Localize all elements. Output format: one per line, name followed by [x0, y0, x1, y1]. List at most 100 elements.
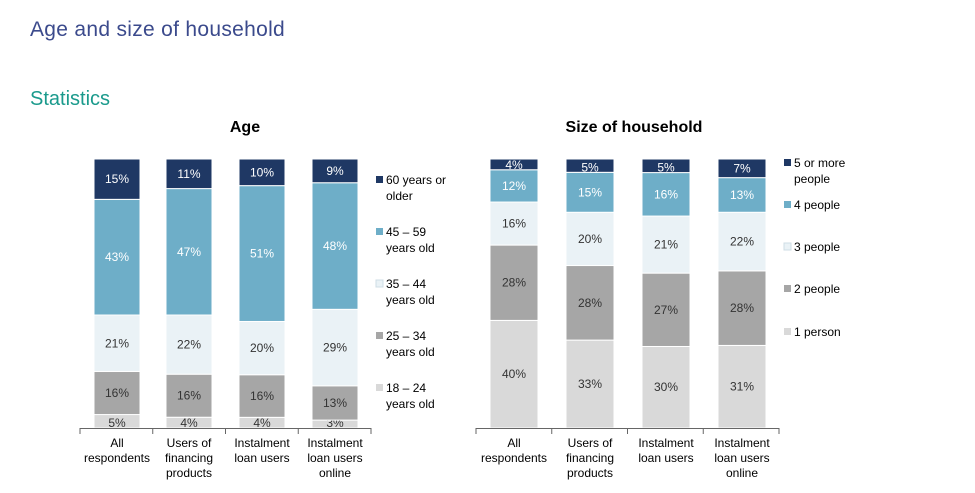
chart2-category-label: Instalment [638, 436, 694, 450]
chart1-legend-label: 60 years or [386, 173, 446, 187]
chart1-bar-4-seg-3 [311, 308, 359, 387]
chart1-legend-label: years old [386, 293, 435, 307]
chart1-data-label: 9% [326, 164, 344, 178]
chart1-category-label: loan users [307, 451, 362, 465]
chart2-data-label: 4% [505, 158, 523, 172]
chart1-data-label: 51% [250, 247, 274, 261]
chart1-legend-swatch [376, 384, 383, 391]
chart2-bar-3-seg-1 [641, 345, 691, 429]
chart1-category-label: financing [165, 451, 213, 465]
chart2-legend-label: 5 or more [794, 156, 846, 170]
page-title: Age and size of household [30, 18, 286, 41]
chart2-category-label: Instalment [714, 436, 770, 450]
chart1-bar-1-seg-4 [93, 198, 141, 316]
chart1-bar-1-seg-5 [93, 158, 141, 200]
chart2-bar-3-seg-4 [641, 172, 691, 217]
chart2-bar-4-seg-3 [717, 211, 767, 272]
chart2-bar-2-seg-2 [565, 265, 615, 341]
chart1-bar-3-seg-5 [238, 158, 286, 187]
chart2-bar-3-seg-2 [641, 272, 691, 347]
chart2-category-label: products [567, 466, 613, 480]
chart2-bar-3-seg-5 [641, 158, 691, 174]
chart1-bar-4-seg-5 [311, 158, 359, 184]
chart1-data-label: 43% [105, 250, 129, 264]
chart2-legend-label: 1 person [794, 325, 841, 339]
chart1-category-label: All [110, 436, 123, 450]
chart2-data-label: 33% [578, 377, 602, 391]
chart2-bar-4-seg-2 [717, 270, 767, 346]
chart1-bar-3-seg-2 [238, 374, 286, 418]
chart2-data-label: 31% [730, 380, 754, 394]
chart2-bar-3-seg-3 [641, 215, 691, 274]
chart1-bar-3-seg-3 [238, 320, 286, 376]
chart1-data-label: 16% [177, 389, 201, 403]
chart2-bar-4-seg-5 [717, 158, 767, 179]
chart2-legend-label: 4 people [794, 198, 840, 212]
chart2-data-label: 30% [654, 380, 678, 394]
chart1-legend-label: 25 – 34 [386, 329, 426, 343]
chart1-data-label: 13% [323, 396, 347, 410]
chart1-data-label: 16% [250, 389, 274, 403]
chart2-data-label: 16% [654, 187, 678, 201]
chart1-category-label: respondents [84, 451, 150, 465]
chart2-data-label: 28% [730, 301, 754, 315]
chart2-category-label: Users of [568, 436, 613, 450]
chart2-bar-1-seg-2 [489, 244, 539, 321]
chart2-category-label: financing [566, 451, 614, 465]
chart1-data-label: 5% [108, 416, 126, 430]
chart2-category-label: loan users [714, 451, 769, 465]
chart2-legend-label: 2 people [794, 282, 840, 296]
chart2-legend-label: 3 people [794, 240, 840, 254]
chart1-data-label: 48% [323, 239, 347, 253]
chart1-legend-label: years old [386, 345, 435, 359]
chart2-title: Size of household [566, 119, 703, 136]
chart2-bar-1-seg-3 [489, 201, 539, 246]
chart2-bar-2-seg-5 [565, 158, 615, 173]
chart1-data-label: 22% [177, 338, 201, 352]
chart2-data-label: 13% [730, 188, 754, 202]
chart1-legend-label: years old [386, 397, 435, 411]
chart2-category-label: loan users [638, 451, 693, 465]
chart1-legend-swatch [376, 176, 383, 183]
chart1-bar-2-seg-5 [165, 158, 213, 190]
section-title: Statistics [30, 88, 111, 110]
chart2-bar-4-seg-4 [717, 177, 767, 213]
chart1-title: Age [230, 119, 260, 136]
chart2-data-label: 7% [733, 161, 751, 175]
chart1-data-label: 16% [105, 386, 129, 400]
chart2-bar-1-seg-1 [489, 319, 539, 429]
chart2-bar-2-seg-4 [565, 171, 615, 213]
chart2-data-label: 28% [578, 296, 602, 310]
chart1-legend-swatch [375, 279, 384, 288]
chart2-category-label: respondents [481, 451, 547, 465]
chart2-data-label: 21% [654, 238, 678, 252]
chart1-legend-label: 18 – 24 [386, 381, 426, 395]
chart2-data-label: 20% [578, 232, 602, 246]
chart1-bar-2-seg-2 [165, 373, 213, 418]
chart2-category-label: online [726, 466, 758, 480]
chart1-category-label: online [319, 466, 351, 480]
chart1-legend-label: 35 – 44 [386, 277, 426, 291]
chart2-legend-swatch [784, 285, 791, 292]
chart2-data-label: 5% [657, 161, 675, 175]
chart1-legend-label: years old [386, 241, 435, 255]
chart2-legend-label: people [794, 172, 830, 186]
chart1-category-label: loan users [234, 451, 289, 465]
chart2-bar-4-seg-1 [717, 344, 767, 429]
chart1-bar-4-seg-2 [311, 385, 359, 421]
chart1-data-label: 4% [253, 416, 271, 430]
chart2-bar-2-seg-3 [565, 211, 615, 267]
chart1-category-label: products [166, 466, 212, 480]
chart1-data-label: 47% [177, 245, 201, 259]
chart1-category-label: Users of [167, 436, 212, 450]
chart1-data-label: 4% [180, 416, 198, 430]
chart1-legend-swatch [376, 228, 383, 235]
chart1-category-label: Instalment [307, 436, 363, 450]
chart2-data-label: 22% [730, 235, 754, 249]
chart1-legend-label: older [386, 189, 413, 203]
chart1-data-label: 11% [177, 167, 200, 181]
chart2-bar-2-seg-1 [565, 339, 615, 429]
chart1-data-label: 15% [105, 172, 129, 186]
chart1-data-label: 10% [250, 165, 274, 179]
